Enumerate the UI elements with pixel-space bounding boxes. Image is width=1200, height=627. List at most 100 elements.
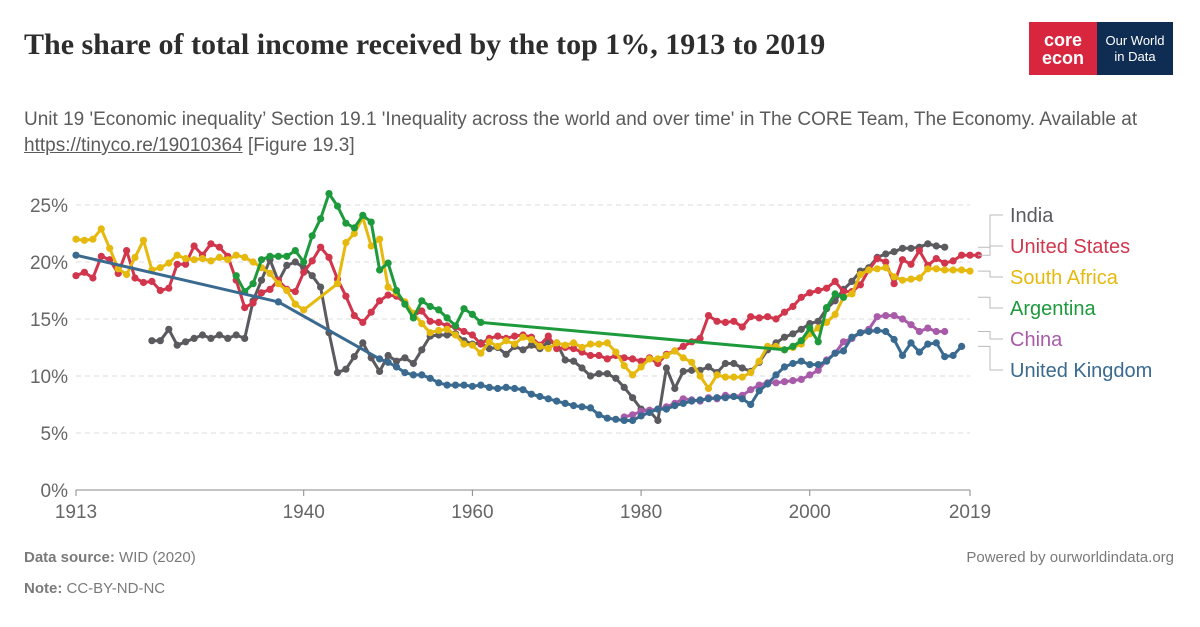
data-point — [907, 339, 915, 347]
data-point — [679, 342, 687, 350]
legend-label[interactable]: Argentina — [1010, 298, 1096, 320]
data-point — [266, 252, 274, 260]
data-point — [915, 348, 924, 356]
data-point — [839, 288, 848, 296]
legend-connector — [978, 214, 1003, 248]
data-point — [485, 345, 493, 353]
data-point — [831, 290, 839, 298]
data-point — [831, 349, 839, 357]
data-point — [730, 392, 738, 401]
core-econ-logo[interactable]: core econ — [1029, 22, 1097, 75]
chart-subtitle: Unit 19 'Economic inequality’ Section 19… — [24, 107, 1174, 159]
data-point — [806, 361, 814, 369]
data-point — [839, 338, 848, 346]
data-point — [485, 383, 493, 391]
data-point — [502, 383, 510, 391]
data-point — [325, 190, 333, 198]
license-note: Note: CC-BY-ND-NC — [24, 580, 165, 597]
data-point — [527, 335, 536, 344]
data-point — [924, 340, 932, 348]
data-point — [898, 256, 907, 264]
data-point — [350, 312, 358, 320]
data-point — [958, 251, 966, 259]
data-point — [418, 320, 426, 328]
data-point — [907, 275, 915, 283]
data-point — [426, 302, 434, 311]
data-point — [317, 283, 325, 291]
x-tick-label: 1940 — [283, 502, 325, 523]
y-tick-label: 25% — [30, 196, 68, 217]
legend-label[interactable]: China — [1010, 329, 1063, 351]
data-point — [333, 369, 342, 377]
data-point — [207, 334, 215, 342]
data-point — [780, 378, 789, 386]
powered-by[interactable]: Powered by ourworldindata.org — [966, 549, 1174, 566]
data-point — [148, 277, 156, 285]
data-point — [570, 357, 578, 365]
data-point — [300, 258, 308, 266]
data-point — [435, 326, 443, 334]
core-logo-line1: core — [1043, 29, 1083, 50]
data-point — [190, 256, 198, 264]
data-point — [342, 239, 350, 247]
legend-label[interactable]: South Africa — [1010, 267, 1119, 289]
data-point — [426, 317, 434, 325]
data-point — [215, 243, 223, 251]
data-point — [418, 371, 426, 379]
data-point — [224, 334, 232, 342]
data-point — [274, 298, 282, 306]
data-point — [510, 340, 519, 348]
data-point — [595, 411, 603, 419]
data-point — [570, 345, 578, 353]
series-united-kingdom[interactable] — [72, 251, 966, 425]
legend-label[interactable]: India — [1010, 205, 1054, 227]
legend-label[interactable]: United Kingdom — [1010, 360, 1152, 382]
data-point — [603, 370, 611, 378]
data-point — [586, 340, 595, 348]
data-point — [890, 273, 898, 281]
data-point — [274, 280, 282, 288]
data-point — [645, 355, 654, 363]
data-source-value: WID (2020) — [114, 549, 196, 566]
data-point — [359, 318, 367, 326]
data-point — [451, 322, 460, 330]
data-point — [898, 244, 907, 252]
data-point — [123, 270, 131, 279]
data-point — [519, 386, 527, 394]
data-point — [165, 259, 173, 267]
data-point — [789, 302, 797, 311]
data-point — [342, 292, 350, 300]
owid-logo[interactable]: Our World in Data — [1097, 22, 1173, 75]
data-source-note: Data source: WID (2020) — [24, 549, 196, 566]
data-point — [401, 369, 409, 377]
data-point — [477, 318, 485, 326]
data-point — [106, 244, 114, 252]
data-point — [882, 250, 890, 258]
data-point — [873, 326, 881, 334]
data-point — [873, 265, 881, 273]
data-point — [654, 416, 662, 425]
data-point — [966, 251, 974, 259]
data-point — [409, 314, 417, 322]
data-point — [856, 270, 865, 279]
data-point — [342, 365, 350, 373]
data-point — [451, 331, 460, 339]
data-point — [139, 236, 148, 244]
data-point — [696, 396, 704, 404]
legend-connector — [978, 296, 1003, 309]
series-south-africa[interactable] — [72, 213, 974, 393]
data-point — [232, 251, 240, 259]
data-point — [806, 371, 814, 379]
legend-connector — [978, 245, 1003, 256]
source-link[interactable]: https://tinyco.re/19010364 — [24, 135, 243, 156]
data-point — [350, 353, 358, 361]
data-point — [578, 403, 586, 411]
data-point — [907, 260, 915, 268]
data-point — [958, 266, 966, 274]
data-point — [156, 337, 164, 345]
data-point — [291, 247, 299, 255]
data-point — [376, 367, 384, 375]
data-point — [941, 353, 949, 361]
legend-label[interactable]: United States — [1010, 236, 1130, 258]
data-point — [839, 293, 848, 301]
